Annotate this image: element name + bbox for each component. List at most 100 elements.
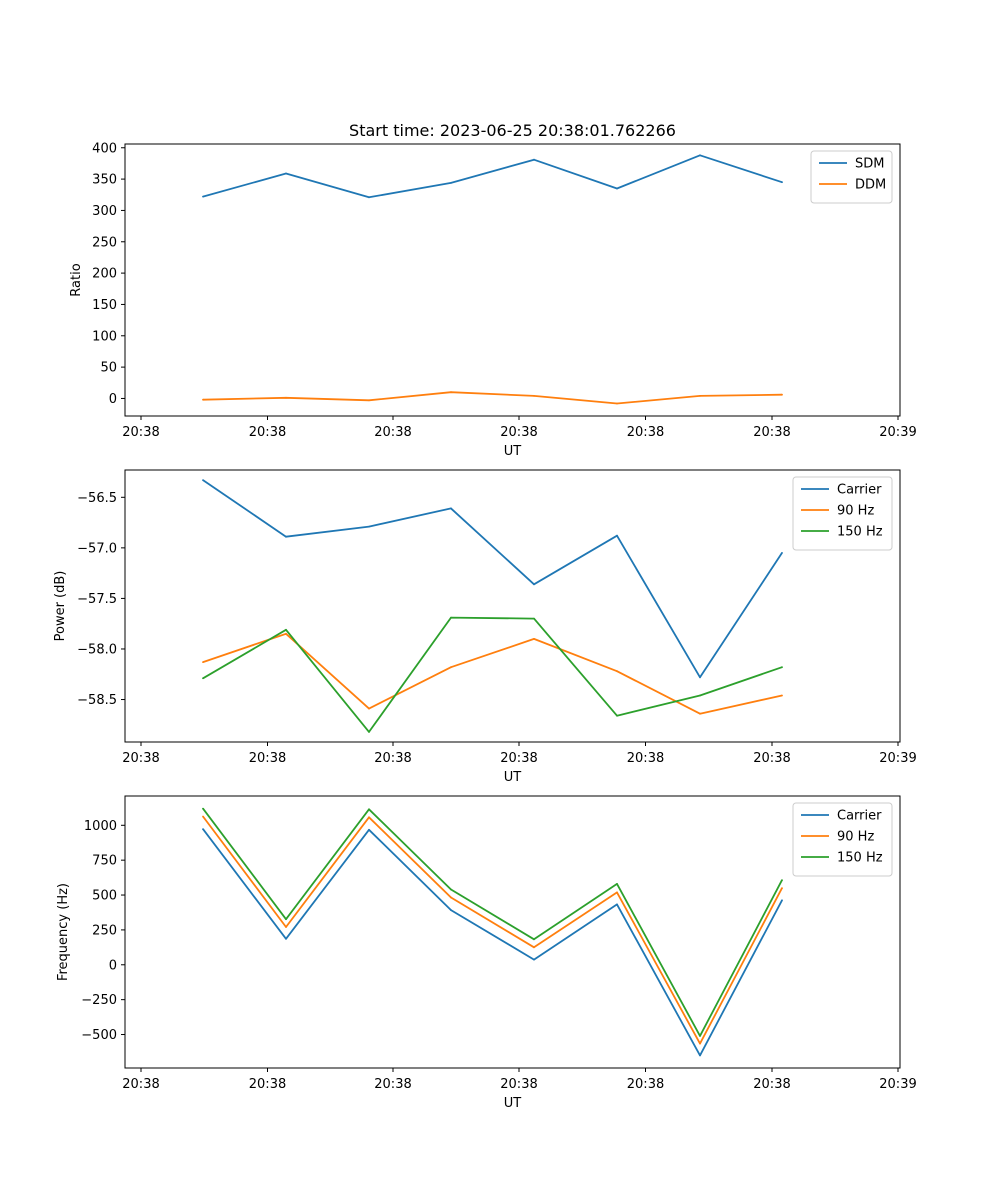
data-point bbox=[781, 181, 783, 184]
y-tick-label: 0 bbox=[109, 958, 117, 973]
data-point bbox=[616, 714, 618, 717]
y-tick-label: 250 bbox=[92, 923, 117, 938]
data-point bbox=[781, 552, 783, 554]
data-point bbox=[368, 808, 370, 811]
legend-box bbox=[810, 150, 893, 204]
data-point bbox=[781, 899, 783, 902]
y-tick-label: 150 bbox=[92, 298, 117, 313]
x-tick-label: 20:38 bbox=[500, 1077, 537, 1092]
y-tick-label: 300 bbox=[92, 204, 117, 219]
series-line-90-hz bbox=[202, 815, 783, 1045]
y-tick-label: 100 bbox=[92, 329, 117, 344]
data-point bbox=[699, 1054, 701, 1057]
data-point bbox=[616, 903, 618, 906]
y-axis-label: Frequency (Hz) bbox=[56, 883, 71, 981]
data-point bbox=[450, 182, 452, 184]
y-tick-label: 350 bbox=[92, 173, 117, 188]
x-tick-label: 20:39 bbox=[879, 1077, 916, 1092]
legend-label: 150 Hz bbox=[837, 851, 883, 866]
legend: SDM DDM bbox=[810, 150, 893, 204]
data-point bbox=[533, 158, 535, 161]
legend-label: SDM bbox=[855, 157, 884, 172]
y-tick-label: 50 bbox=[100, 361, 117, 376]
legend-label: Carrier bbox=[837, 483, 882, 498]
data-point bbox=[202, 398, 204, 401]
x-tick-label: 20:38 bbox=[753, 751, 790, 766]
subplot-1: 20:38 20:38 20:38 20:38 20:38 20:38 20:39 0 50 10… bbox=[69, 141, 917, 459]
x-tick-label: 20:38 bbox=[122, 751, 159, 766]
y-tick-label: −250 bbox=[81, 993, 117, 1008]
data-point bbox=[202, 815, 204, 818]
x-tick-label: 20:38 bbox=[627, 425, 664, 440]
legend-label: Carrier bbox=[837, 809, 882, 824]
data-point bbox=[202, 479, 204, 481]
data-point bbox=[368, 816, 370, 819]
data-point bbox=[202, 807, 204, 810]
series-line-150-hz bbox=[202, 616, 783, 733]
y-tick-label: 750 bbox=[92, 854, 117, 869]
data-point bbox=[781, 879, 783, 881]
x-tick-label: 20:39 bbox=[879, 425, 916, 440]
data-point bbox=[533, 938, 535, 941]
data-point bbox=[450, 391, 452, 394]
data-point bbox=[450, 909, 452, 911]
data-point bbox=[285, 632, 287, 635]
data-point bbox=[450, 616, 452, 619]
data-point bbox=[616, 187, 618, 190]
data-point bbox=[699, 712, 701, 715]
data-point bbox=[616, 534, 618, 537]
data-point bbox=[781, 666, 783, 669]
legend-label: DDM bbox=[855, 178, 886, 193]
data-point bbox=[285, 937, 287, 940]
figure-title: Start time: 2023-06-25 20:38:01.762266 bbox=[349, 121, 676, 140]
series-line-ddm bbox=[202, 391, 783, 405]
data-point bbox=[368, 731, 370, 733]
data-point bbox=[368, 828, 370, 831]
data-point bbox=[202, 195, 204, 198]
data-point bbox=[533, 583, 535, 586]
x-tick-label: 20:38 bbox=[500, 751, 537, 766]
x-tick-label: 20:38 bbox=[374, 1077, 411, 1092]
x-tick-label: 20:38 bbox=[500, 425, 537, 440]
x-tick-label: 20:38 bbox=[122, 425, 159, 440]
data-point bbox=[450, 666, 452, 669]
data-point bbox=[781, 887, 783, 889]
data-point bbox=[781, 393, 783, 396]
data-point bbox=[285, 172, 287, 175]
data-point bbox=[616, 402, 618, 405]
x-tick-label: 20:38 bbox=[374, 425, 411, 440]
axes-frame bbox=[124, 795, 901, 1069]
x-tick-label: 20:38 bbox=[249, 1077, 286, 1092]
data-point bbox=[616, 891, 618, 894]
x-tick-label: 20:38 bbox=[627, 1077, 664, 1092]
data-point bbox=[699, 395, 701, 397]
x-axis-label: UT bbox=[504, 1096, 522, 1111]
series-line-150-hz bbox=[202, 808, 783, 1037]
y-axis-label: Power (dB) bbox=[53, 571, 68, 642]
data-point bbox=[533, 617, 535, 620]
y-tick-label: −500 bbox=[81, 1028, 117, 1043]
data-point bbox=[202, 677, 204, 680]
data-point bbox=[699, 694, 701, 697]
x-axis-label: UT bbox=[504, 444, 522, 459]
subplot-3: 20:38 20:38 20:38 20:38 20:38 20:38 20:39 −500 −… bbox=[56, 795, 917, 1111]
data-point bbox=[533, 638, 535, 640]
y-tick-label: −58.0 bbox=[77, 642, 117, 657]
y-tick-label: −56.5 bbox=[77, 491, 117, 506]
x-tick-label: 20:38 bbox=[753, 1077, 790, 1092]
legend: Carrier 90 Hz 150 Hz bbox=[792, 802, 893, 877]
legend: Carrier 90 Hz 150 Hz bbox=[792, 476, 893, 551]
data-point bbox=[533, 395, 535, 397]
data-point bbox=[202, 661, 204, 663]
axes-frame bbox=[124, 469, 901, 743]
data-point bbox=[285, 918, 287, 921]
data-point bbox=[202, 828, 204, 830]
data-point bbox=[285, 628, 287, 631]
data-point bbox=[533, 946, 535, 949]
data-point bbox=[450, 896, 452, 899]
y-tick-label: −58.5 bbox=[77, 693, 117, 708]
data-point bbox=[285, 535, 287, 538]
series-line-sdm bbox=[202, 154, 783, 199]
x-tick-label: 20:39 bbox=[879, 751, 916, 766]
y-tick-label: 0 bbox=[109, 392, 117, 407]
